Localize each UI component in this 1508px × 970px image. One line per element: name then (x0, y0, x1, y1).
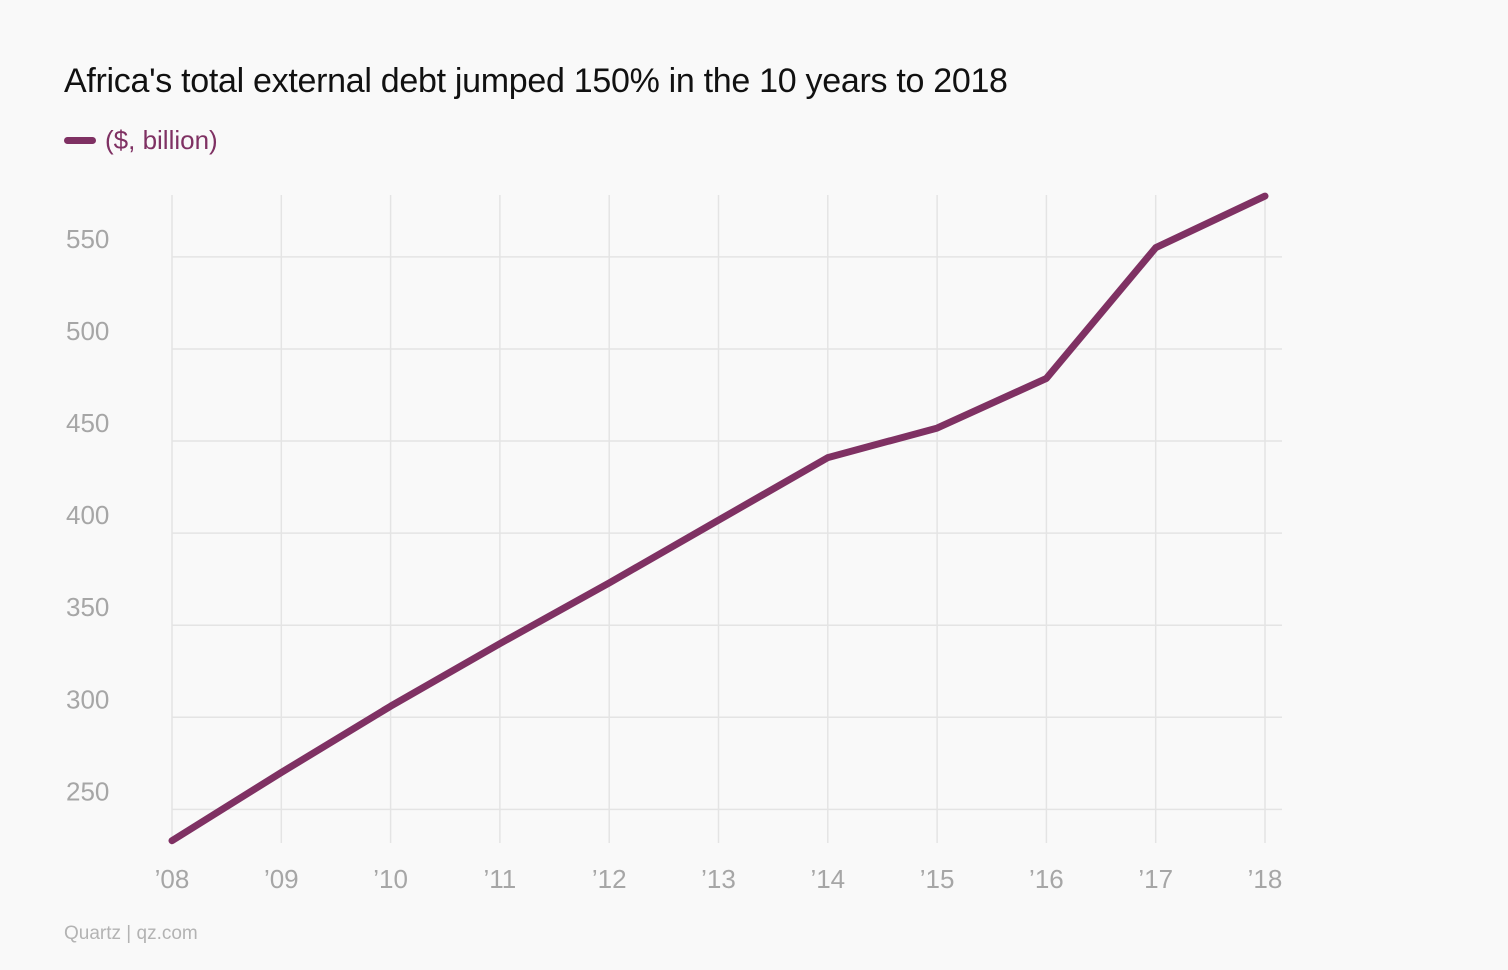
y-tick-label: 400 (66, 500, 109, 530)
data-point (715, 517, 722, 524)
legend-swatch (64, 136, 96, 144)
legend-label: ($, billion) (105, 124, 218, 155)
x-tick-label: ’15 (920, 864, 955, 894)
data-point (1262, 193, 1269, 200)
data-point (824, 454, 831, 461)
series-line (168, 192, 1269, 845)
data-point (606, 579, 613, 586)
chart-title: Africa's total external debt jumped 150%… (64, 62, 1008, 100)
y-tick-label: 350 (66, 592, 109, 622)
x-tick-label: ’17 (1138, 864, 1173, 894)
y-tick-label: 550 (66, 224, 109, 254)
series-group (168, 192, 1269, 845)
data-point (169, 837, 176, 844)
legend: ($, billion) (64, 123, 218, 157)
data-point (1152, 244, 1159, 251)
x-tick-label: ’18 (1248, 864, 1283, 894)
source-credit: Quartz | qz.com (64, 923, 198, 944)
data-point (934, 425, 941, 432)
y-tick-label: 300 (66, 684, 109, 714)
x-tick-label: ’14 (810, 864, 845, 894)
x-tick-label: ’16 (1029, 864, 1064, 894)
gridlines (171, 195, 1282, 843)
x-tick-label: ’09 (264, 864, 299, 894)
data-point (278, 769, 285, 776)
data-point (496, 640, 503, 647)
x-tick-label: ’12 (592, 864, 627, 894)
y-tick-label: 250 (66, 776, 109, 806)
y-tick-label: 450 (66, 408, 109, 438)
data-point (387, 703, 394, 710)
x-tick-label: ’11 (484, 864, 517, 894)
x-axis-labels: ’08 ’09 ’10 ’11 ’12 ’13 ’14 ’15 ’16 ’17 ’18 (155, 864, 1283, 894)
y-tick-label: 500 (66, 316, 109, 346)
x-tick-label: ’08 (155, 864, 190, 894)
x-tick-label: ’10 (373, 864, 408, 894)
data-point (1043, 375, 1050, 382)
y-axis-labels: 250 300 350 400 450 500 550 (66, 224, 109, 807)
x-tick-label: ’13 (701, 864, 736, 894)
